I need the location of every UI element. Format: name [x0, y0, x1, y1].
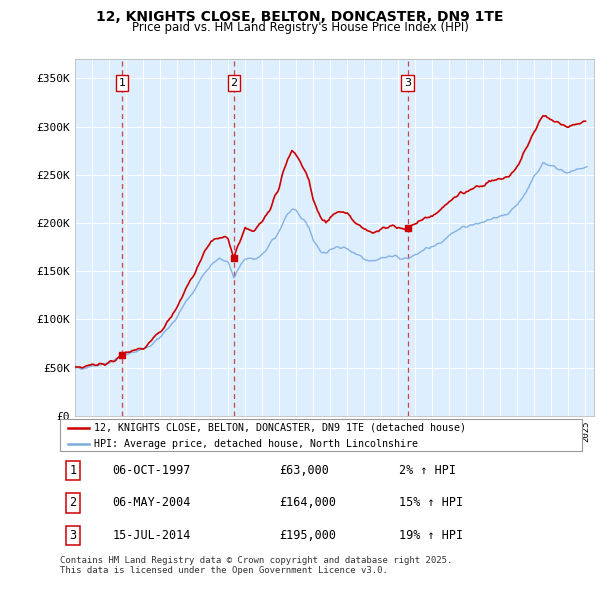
Text: Contains HM Land Registry data © Crown copyright and database right 2025.
This d: Contains HM Land Registry data © Crown c…	[60, 556, 452, 575]
Text: £164,000: £164,000	[279, 496, 336, 510]
Text: 12, KNIGHTS CLOSE, BELTON, DONCASTER, DN9 1TE (detached house): 12, KNIGHTS CLOSE, BELTON, DONCASTER, DN…	[94, 423, 466, 433]
Text: 12, KNIGHTS CLOSE, BELTON, DONCASTER, DN9 1TE: 12, KNIGHTS CLOSE, BELTON, DONCASTER, DN…	[96, 10, 504, 24]
Text: 15% ↑ HPI: 15% ↑ HPI	[400, 496, 463, 510]
Text: 06-MAY-2004: 06-MAY-2004	[112, 496, 191, 510]
Text: £63,000: £63,000	[279, 464, 329, 477]
Text: HPI: Average price, detached house, North Lincolnshire: HPI: Average price, detached house, Nort…	[94, 439, 418, 449]
Text: 2% ↑ HPI: 2% ↑ HPI	[400, 464, 457, 477]
Text: Price paid vs. HM Land Registry's House Price Index (HPI): Price paid vs. HM Land Registry's House …	[131, 21, 469, 34]
Text: 3: 3	[404, 78, 411, 88]
Text: £195,000: £195,000	[279, 529, 336, 542]
Text: 1: 1	[118, 78, 125, 88]
Text: 19% ↑ HPI: 19% ↑ HPI	[400, 529, 463, 542]
Text: 2: 2	[70, 496, 77, 510]
FancyBboxPatch shape	[60, 419, 582, 451]
Text: 06-OCT-1997: 06-OCT-1997	[112, 464, 191, 477]
Text: 2: 2	[230, 78, 238, 88]
Text: 15-JUL-2014: 15-JUL-2014	[112, 529, 191, 542]
Text: 3: 3	[70, 529, 77, 542]
Text: 1: 1	[70, 464, 77, 477]
